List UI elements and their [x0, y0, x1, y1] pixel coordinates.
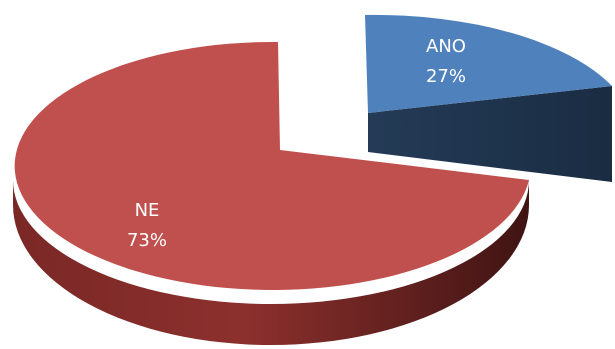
slice-ne-top: [14, 41, 530, 290]
slice-ano-label: ANO: [426, 36, 466, 57]
slice-ano-value: 27%: [426, 66, 466, 87]
slice-ne-value: 73%: [127, 230, 167, 251]
slice-ano-top: [365, 14, 612, 113]
slice-ne-label: NE: [135, 200, 160, 221]
slice-ne: NE 73%: [13, 41, 530, 345]
slice-ne-side: [13, 180, 529, 345]
slice-ano: ANO 27%: [365, 14, 612, 182]
slice-ano-side: [368, 86, 612, 182]
